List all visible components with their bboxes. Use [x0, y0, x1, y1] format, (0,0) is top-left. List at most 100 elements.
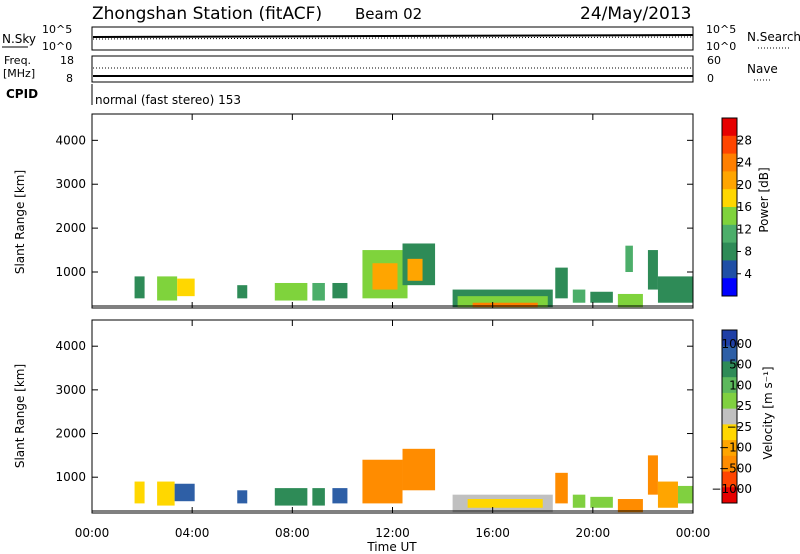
data-block	[237, 490, 248, 504]
colorbar-tick-label: 28	[737, 133, 752, 147]
data-block	[590, 291, 613, 303]
colorbar-swatch	[722, 377, 737, 394]
colorbar-tick-label: −500	[719, 461, 752, 475]
colorbar-swatch	[722, 118, 737, 137]
data-block	[457, 296, 548, 308]
colorbar-swatch	[722, 153, 737, 172]
x-tick-label: 00:00	[75, 526, 110, 540]
colorbar-tick-label: 500	[729, 358, 752, 372]
velocity-panel: Slant Range [km] 1000 2000 3000 4000 00:00 0…	[13, 114, 710, 554]
colorbar-swatch	[722, 260, 737, 279]
data-block	[402, 448, 436, 491]
nsearch-label: N.Search	[747, 30, 800, 44]
colorbar-tick-label: 20	[737, 178, 752, 192]
velocity-colorbar-label: Velocity [m s⁻¹]	[761, 366, 775, 459]
y-tick-label: 2000	[55, 221, 86, 235]
colorbar-swatch	[722, 330, 737, 347]
colorbar-swatch	[722, 424, 737, 441]
nave-tick-top: 60	[707, 54, 721, 67]
data-block	[572, 494, 586, 508]
data-block	[617, 499, 643, 513]
colorbar-swatch	[722, 361, 737, 378]
velocity-colorbar: 1000 500 100 25 −25 −100 −500 −1000	[711, 329, 752, 504]
colorbar-tick-label: −25	[727, 420, 752, 434]
nsky-tick-top: 10^5	[42, 23, 72, 36]
data-block	[134, 276, 145, 299]
colorbar-swatch	[722, 278, 737, 297]
y-tick-label: 3000	[55, 177, 86, 191]
nsearch-tick-top: 10^5	[706, 23, 736, 36]
data-block	[555, 267, 568, 299]
data-block	[647, 455, 658, 495]
colorbar-tick-label: 24	[737, 156, 752, 170]
data-block	[274, 282, 308, 301]
data-block	[157, 276, 178, 301]
nsky-label: N.Sky	[2, 32, 36, 46]
colorbar-tick-label: 4	[744, 267, 752, 281]
colorbar-tick-label: 100	[729, 378, 752, 392]
x-tick-label: 16:00	[475, 526, 510, 540]
data-block	[362, 459, 403, 504]
freq-unit-label: [MHz]	[3, 67, 35, 80]
colorbar-tick-label: 25	[737, 399, 752, 413]
data-block	[274, 488, 308, 506]
velocity-ylabel: Slant Range [km]	[13, 364, 27, 468]
beam-label: Beam 02	[355, 5, 422, 23]
colorbar-swatch	[722, 487, 737, 504]
y-tick-label: 3000	[55, 383, 86, 397]
data-block	[572, 289, 586, 303]
colorbar-tick-label: 16	[737, 200, 752, 214]
cpid-text: normal (fast stereo) 153	[95, 93, 241, 107]
freq-tick-top: 18	[60, 54, 74, 67]
freq-panel	[91, 55, 694, 83]
nsearch-tick-bottom: 10^0	[706, 40, 736, 53]
data-block	[177, 278, 195, 297]
nsky-panel	[91, 26, 694, 51]
x-tick-label: 00:00	[676, 526, 711, 540]
colorbar-tick-label: 12	[737, 222, 752, 236]
data-block	[407, 258, 423, 281]
colorbar-swatch	[722, 408, 737, 425]
colorbar-swatch	[722, 471, 737, 488]
nave-tick-bottom: 0	[707, 72, 714, 85]
y-tick-label: 2000	[55, 427, 86, 441]
x-tick-label: 12:00	[375, 526, 410, 540]
freq-tick-bottom: 8	[66, 72, 73, 85]
colorbar-frame	[721, 329, 738, 504]
data-block	[312, 488, 325, 506]
cpid-label: CPID	[6, 87, 38, 101]
colorbar-swatch	[722, 189, 737, 208]
colorbar-tick-label: −100	[719, 441, 752, 455]
data-block	[555, 472, 568, 504]
y-tick-label: 4000	[55, 339, 86, 353]
data-block	[134, 481, 145, 504]
data-block	[332, 282, 348, 299]
colorbar-swatch	[722, 135, 737, 155]
data-block	[312, 282, 325, 301]
power-panel: Slant Range [km] 1000 2000 3000 4000	[13, 113, 694, 309]
data-block	[174, 483, 195, 502]
date-label: 24/May/2013	[580, 4, 692, 24]
nsky-tick-bottom: 10^0	[42, 40, 72, 53]
data-block	[237, 285, 248, 299]
data-block	[590, 496, 613, 508]
y-tick-label: 4000	[55, 133, 86, 147]
data-block	[157, 481, 175, 506]
colorbar-swatch	[722, 440, 737, 457]
power-colorbar-label: Power [dB]	[757, 167, 771, 232]
power-ylabel: Slant Range [km]	[13, 170, 27, 274]
data-block	[657, 276, 693, 303]
freq-label: Freq.	[4, 54, 31, 67]
data-block	[625, 245, 633, 273]
colorbar-swatch	[722, 224, 737, 244]
x-tick-label: 20:00	[576, 526, 611, 540]
station-title: Zhongshan Station (fitACF)	[92, 4, 322, 24]
data-block	[332, 488, 348, 504]
power-colorbar: 4 8 12 16 20 24 28	[721, 117, 752, 297]
colorbar-swatch	[722, 392, 737, 410]
time-xlabel: Time UT	[366, 540, 417, 554]
data-block	[372, 263, 398, 290]
data-block	[677, 485, 693, 504]
data-block	[467, 499, 543, 508]
